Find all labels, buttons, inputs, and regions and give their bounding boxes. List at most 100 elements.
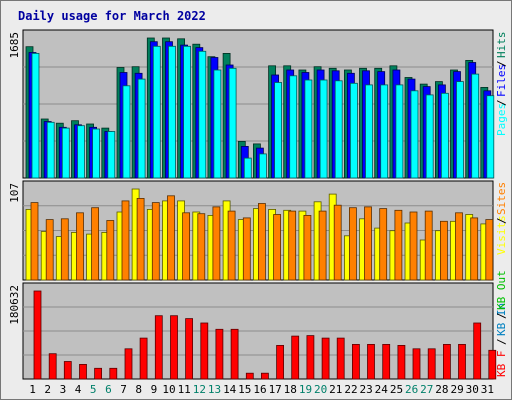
legend-kbytes: KB F/KB In/KB Out [495, 270, 508, 377]
x-tick-label-day-10: 10 [162, 383, 175, 396]
x-tick-label-day-4: 4 [75, 383, 82, 396]
bar-hits-pages-day-16 [258, 153, 267, 179]
bar-hits-pages-day-10 [168, 45, 176, 179]
bar-hits-pages-day-23 [365, 84, 373, 179]
bar-visits-sites-day-26 [409, 211, 418, 281]
bar-kbytes-kb-f-day-23 [367, 343, 375, 380]
legend-kbytes-separator-2: / [495, 312, 508, 319]
legend-hits: Pages/Files/Hits [495, 32, 508, 137]
x-tick-label-day-30: 30 [466, 383, 479, 396]
x-tick-label-day-17: 17 [269, 383, 282, 396]
bar-visits-sites-day-24 [379, 208, 388, 281]
x-tick-label-day-25: 25 [390, 383, 403, 396]
bar-hits-pages-day-27 [425, 94, 434, 179]
bar-kbytes-kb-f-day-5 [94, 367, 102, 380]
bar-hits-pages-day-21 [334, 80, 343, 179]
x-tick-label-day-1: 1 [29, 383, 36, 396]
bar-visits-sites-day-27 [424, 210, 433, 281]
bar-kbytes-kb-f-day-16 [260, 372, 269, 380]
bar-visits-sites-day-23 [364, 206, 372, 281]
x-tick-label-day-19: 19 [299, 383, 312, 396]
bar-kbytes-kb-f-day-24 [382, 343, 391, 380]
bar-hits-pages-day-18 [289, 75, 298, 179]
bar-visits-sites-day-30 [470, 217, 479, 281]
bar-visits-sites-day-31 [485, 219, 494, 281]
panel-visits-max-label: 107 [8, 183, 21, 203]
bar-hits-pages-day-30 [471, 73, 480, 179]
bar-hits-pages-day-28 [440, 92, 449, 179]
bar-visits-sites-day-13 [212, 206, 221, 281]
x-tick-label-day-3: 3 [60, 383, 67, 396]
bar-kbytes-kb-f-day-29 [458, 343, 466, 380]
bar-hits-pages-day-22 [349, 82, 358, 179]
bar-kbytes-kb-f-day-1 [33, 290, 42, 380]
legend-visits: Visits/ Sites [495, 182, 508, 255]
x-tick-label-day-2: 2 [44, 383, 51, 396]
x-tick-label-day-16: 16 [253, 383, 266, 396]
bar-visits-sites-day-7 [121, 200, 130, 281]
legend-hits-separator-2: / [495, 60, 508, 67]
x-tick-label-day-28: 28 [435, 383, 448, 396]
x-tick-label-day-11: 11 [178, 383, 191, 396]
bar-kbytes-kb-f-day-10 [170, 315, 178, 380]
x-tick-label-day-18: 18 [284, 383, 297, 396]
x-tick-label-day-15: 15 [238, 383, 251, 396]
bar-kbytes-kb-f-day-26 [412, 348, 421, 380]
bar-hits-pages-day-3 [61, 127, 70, 179]
bar-hits-pages-day-24 [380, 84, 389, 179]
bar-hits-pages-day-12 [198, 50, 207, 179]
chart-title: Daily usage for March 2022 [18, 9, 206, 23]
x-tick-label-day-21: 21 [329, 383, 342, 396]
bar-kbytes-kb-f-day-7 [124, 348, 133, 380]
bar-hits-pages-day-20 [319, 79, 328, 179]
bar-visits-sites-day-6 [106, 220, 115, 281]
x-tick-label-day-5: 5 [90, 383, 97, 396]
bar-visits-sites-day-17 [273, 214, 282, 281]
bar-visits-sites-day-5 [91, 207, 99, 281]
bar-kbytes-kb-f-day-2 [48, 353, 57, 380]
bar-hits-pages-day-8 [137, 78, 146, 179]
bar-visits-sites-day-9 [151, 202, 160, 281]
bar-hits-pages-day-7 [122, 85, 131, 179]
bar-hits-pages-day-11 [183, 45, 192, 179]
x-tick-label-day-29: 29 [450, 383, 463, 396]
bar-hits-pages-day-9 [152, 45, 161, 179]
bar-hits-pages-day-25 [395, 84, 404, 179]
bar-hits-pages-day-15 [243, 157, 252, 179]
bar-kbytes-kb-f-day-19 [306, 335, 315, 380]
legend-hits-pages: Pages [495, 103, 508, 136]
bar-visits-sites-day-29 [455, 212, 463, 281]
bar-hits-pages-day-6 [107, 131, 116, 179]
legend-visits-visits: Visits [495, 215, 508, 255]
legend-kbytes-separator-1: / [495, 338, 508, 345]
x-tick-label-day-14: 14 [223, 383, 237, 396]
bar-kbytes-kb-f-day-22 [351, 343, 360, 380]
bar-visits-sites-day-22 [348, 207, 357, 281]
bar-visits-sites-day-8 [136, 197, 145, 281]
chart-panels: 1685Pages/Files/Hits107Visits/Sites18063… [8, 29, 508, 380]
bar-kbytes-kb-f-day-25 [397, 344, 406, 380]
x-tick-label-day-24: 24 [375, 383, 389, 396]
legend-visits-separator-1: / [495, 217, 508, 224]
x-tick-label-day-31: 31 [481, 383, 494, 396]
bar-hits-pages-day-17 [274, 82, 283, 179]
bar-kbytes-kb-f-day-6 [109, 367, 118, 380]
legend-hits-hits: Hits [495, 32, 508, 59]
bar-kbytes-kb-f-day-4 [79, 363, 87, 380]
x-tick-label-day-22: 22 [344, 383, 357, 396]
bar-visits-sites-day-18 [288, 210, 297, 281]
bar-kbytes-kb-f-day-31 [488, 349, 497, 380]
legend-kbytes-kb-out: KB Out [495, 270, 508, 310]
x-tick-label-day-8: 8 [135, 383, 142, 396]
x-axis: 1 2 3 4 5 6 7 8 9 10 11 12 13 14 15 16 17 18 19 20 21 22 23 24 2… [29, 383, 494, 396]
bar-kbytes-kb-f-day-20 [321, 337, 330, 380]
bar-visits-sites-day-11 [182, 212, 191, 281]
x-tick-label-day-12: 12 [193, 383, 206, 396]
bar-hits-pages-day-1 [31, 53, 40, 179]
bar-visits-sites-day-1 [30, 202, 39, 281]
bar-visits-sites-day-2 [45, 219, 54, 281]
bar-hits-pages-day-29 [456, 81, 464, 179]
x-tick-label-day-7: 7 [120, 383, 127, 396]
